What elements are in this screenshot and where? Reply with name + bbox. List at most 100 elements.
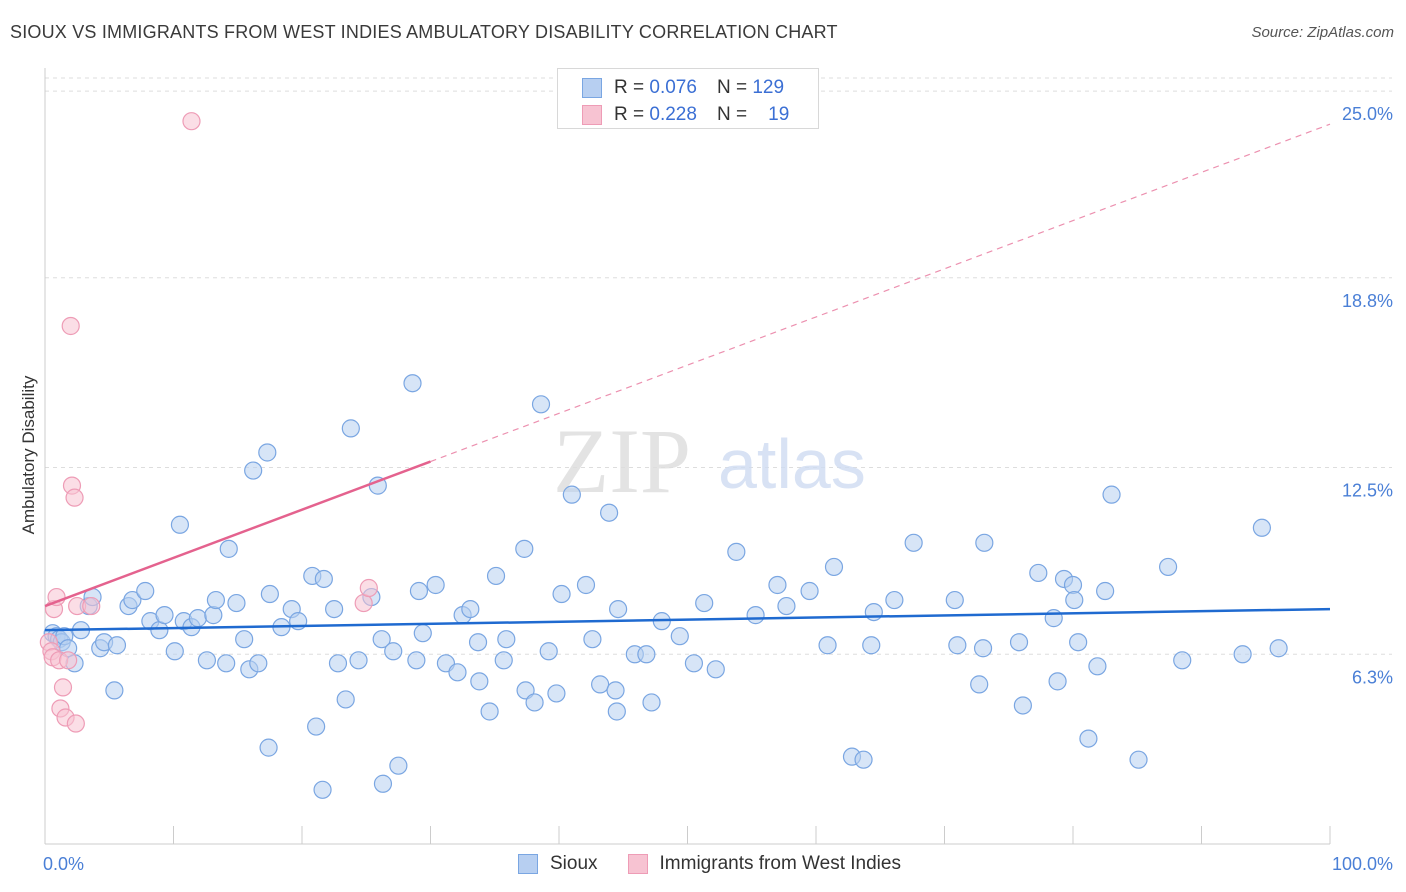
sioux-point	[150, 621, 169, 640]
sioux-point	[552, 584, 571, 604]
sioux-point	[260, 584, 279, 604]
x-tick-label: 100.0%	[1332, 854, 1393, 874]
west-indies-point	[59, 651, 78, 670]
sioux-point	[409, 581, 429, 601]
sioux-point	[539, 642, 558, 661]
sioux-point	[948, 636, 967, 655]
sioux-point	[904, 533, 923, 552]
sioux-point	[307, 717, 326, 736]
legend-row-west-indies: R = 0.228 N = 19	[582, 104, 789, 126]
west-indies-swatch	[582, 105, 602, 125]
sioux-point	[470, 672, 489, 691]
west-indies-legend-label: Immigrants from West Indies	[659, 853, 901, 874]
sioux-point	[1029, 563, 1048, 583]
sioux-swatch	[582, 78, 602, 98]
sioux-point	[497, 630, 516, 649]
sioux-point	[670, 627, 689, 646]
sioux-point	[531, 395, 551, 414]
legend-row-sioux: R = 0.076 N = 129	[582, 77, 784, 99]
west-indies-point	[82, 596, 101, 616]
sioux-point	[1088, 657, 1107, 676]
sioux-point	[970, 675, 989, 694]
sioux-point	[244, 461, 263, 480]
sioux-point	[1158, 557, 1178, 577]
sioux-point	[170, 515, 190, 534]
sioux-point	[219, 539, 238, 558]
sioux-point	[105, 681, 124, 700]
sioux-point	[325, 599, 344, 619]
sioux-point	[206, 590, 226, 610]
sioux-point	[314, 569, 333, 589]
chart-title: SIOUX VS IMMIGRANTS FROM WEST INDIES AMB…	[10, 22, 838, 42]
sioux-point	[165, 642, 184, 661]
sioux-point	[637, 645, 656, 664]
sioux-point	[413, 624, 432, 643]
y-tick-label: 6.3%	[1352, 667, 1393, 687]
y-tick-label: 25.0%	[1342, 104, 1393, 124]
sioux-point	[1233, 645, 1252, 664]
sioux-point	[864, 603, 883, 622]
west-indies-point	[354, 593, 373, 613]
sioux-point	[727, 542, 746, 561]
sioux-point	[583, 630, 602, 649]
sioux-legend-label: Sioux	[550, 853, 598, 874]
sioux-point	[258, 443, 277, 462]
sioux-point	[384, 642, 403, 661]
sioux-point	[591, 675, 610, 694]
sioux-point	[373, 774, 393, 793]
sioux-point	[746, 606, 765, 625]
sioux-point	[403, 374, 422, 393]
west-indies-legend-swatch	[627, 854, 648, 874]
sioux-point	[486, 566, 506, 586]
sioux-point	[259, 738, 278, 757]
sioux-point	[349, 651, 368, 670]
sioux-point	[1102, 485, 1121, 504]
r-label: R =	[614, 77, 645, 98]
sioux-point	[123, 590, 142, 610]
r-value-west-indies: 0.228	[649, 104, 697, 125]
x-tick-label: 0.0%	[43, 854, 84, 874]
sioux-point	[389, 756, 408, 775]
sioux-point	[249, 654, 268, 673]
sioux-point	[1269, 639, 1288, 658]
sioux-point	[1048, 672, 1067, 691]
sioux-point	[107, 636, 127, 655]
sioux-point	[426, 575, 445, 595]
sioux-point	[204, 606, 223, 625]
sioux-point	[945, 590, 964, 610]
sioux-point	[217, 654, 236, 673]
sioux-point	[461, 599, 480, 619]
sioux-point	[1009, 633, 1029, 652]
n-label: N =	[716, 104, 748, 125]
sioux-point	[854, 750, 873, 769]
sioux-point	[407, 651, 426, 670]
sioux-point	[235, 630, 254, 649]
sioux-point	[547, 684, 566, 703]
sioux-point	[609, 599, 628, 619]
sioux-point	[1096, 581, 1115, 601]
sioux-point	[468, 633, 488, 652]
sioux-point	[188, 609, 208, 628]
sioux-point	[1044, 609, 1063, 628]
watermark-atlas: atlas	[718, 425, 866, 503]
sioux-legend-swatch	[518, 854, 538, 874]
sioux-point	[313, 780, 332, 799]
r-value-sioux: 0.076	[649, 77, 697, 98]
west-indies-trend-line	[44, 460, 431, 608]
sioux-point	[695, 593, 714, 613]
sioux-point	[515, 539, 534, 558]
west-indies-trend-extension	[430, 123, 1331, 463]
correlation-legend: R = 0.076 N = 129 R = 0.228 N = 19	[557, 68, 819, 129]
west-indies-point	[65, 488, 84, 507]
sioux-point	[494, 651, 513, 670]
sioux-point	[768, 575, 787, 595]
sioux-point	[372, 630, 391, 649]
sioux-point	[1069, 633, 1088, 652]
sioux-point	[576, 575, 596, 595]
r-label: R =	[614, 104, 645, 125]
sioux-point	[600, 503, 619, 522]
sioux-point	[1252, 518, 1271, 537]
source-credit: Source: ZipAtlas.com	[1251, 24, 1394, 41]
sioux-point	[1065, 590, 1084, 610]
sioux-point	[800, 581, 819, 601]
